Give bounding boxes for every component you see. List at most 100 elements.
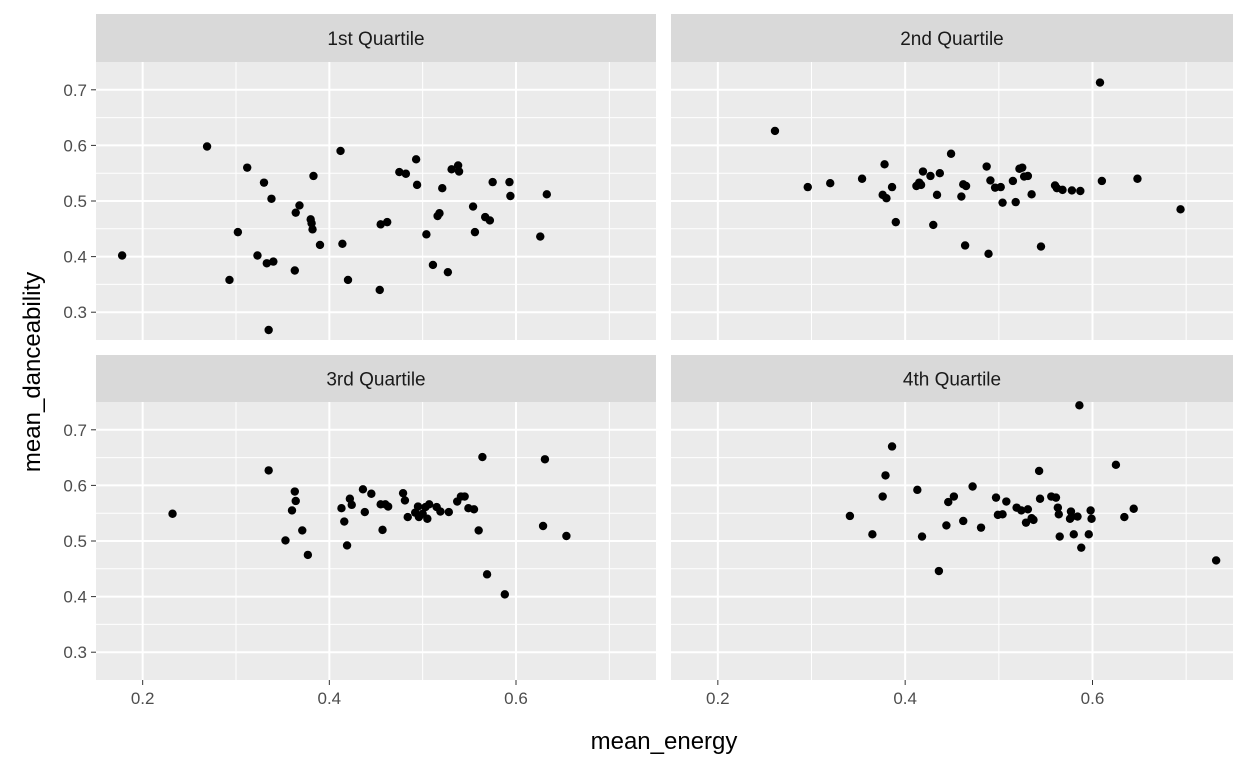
data-point bbox=[340, 517, 349, 526]
y-tick-label: 0.5 bbox=[63, 532, 87, 551]
data-point bbox=[403, 512, 412, 522]
x-axis-title: mean_energy bbox=[591, 728, 738, 755]
data-point bbox=[264, 325, 273, 335]
data-point bbox=[536, 232, 545, 241]
facet-panel: 1st Quartile bbox=[96, 14, 656, 340]
data-point bbox=[959, 516, 968, 526]
data-point bbox=[309, 171, 318, 181]
data-point bbox=[1051, 493, 1061, 502]
data-point bbox=[1067, 186, 1077, 195]
x-tick-label: 0.6 bbox=[1081, 689, 1105, 708]
data-point bbox=[1120, 512, 1129, 522]
data-point bbox=[917, 532, 927, 541]
data-point bbox=[1087, 514, 1096, 523]
y-tick-label: 0.7 bbox=[63, 81, 87, 100]
data-point bbox=[303, 550, 313, 560]
data-point bbox=[253, 251, 262, 260]
data-point bbox=[470, 227, 480, 237]
data-point bbox=[1129, 504, 1138, 513]
data-point bbox=[1084, 530, 1093, 539]
facet-strip-title: 4th Quartile bbox=[903, 370, 1001, 391]
data-point bbox=[269, 257, 278, 266]
data-point bbox=[935, 169, 945, 178]
data-point bbox=[878, 492, 887, 501]
data-point bbox=[412, 180, 422, 190]
data-point bbox=[1077, 543, 1086, 552]
data-point bbox=[887, 182, 897, 192]
x-tick-label: 0.4 bbox=[893, 689, 917, 708]
data-point bbox=[290, 266, 299, 275]
data-point bbox=[262, 259, 271, 268]
data-point bbox=[337, 503, 346, 513]
data-point bbox=[460, 492, 469, 501]
data-point bbox=[929, 220, 938, 230]
data-point bbox=[1176, 205, 1185, 214]
facet-strip bbox=[96, 14, 656, 62]
data-point bbox=[500, 590, 509, 599]
y-tick-label: 0.4 bbox=[63, 248, 87, 267]
data-point bbox=[1023, 505, 1033, 514]
data-point bbox=[291, 496, 300, 506]
data-point bbox=[1055, 532, 1064, 541]
data-point bbox=[1086, 506, 1095, 515]
data-point bbox=[984, 249, 993, 259]
data-point bbox=[383, 217, 392, 227]
data-point bbox=[347, 500, 356, 510]
data-point bbox=[447, 165, 456, 174]
data-point bbox=[880, 160, 889, 169]
data-point bbox=[949, 492, 959, 501]
data-point bbox=[538, 521, 548, 531]
facet-strip bbox=[671, 355, 1233, 402]
x-tick-label: 0.4 bbox=[318, 689, 342, 708]
data-point bbox=[287, 506, 297, 515]
data-point bbox=[1036, 242, 1046, 251]
data-point bbox=[1035, 494, 1045, 503]
data-point bbox=[378, 525, 387, 535]
data-point bbox=[202, 142, 212, 151]
data-point bbox=[428, 260, 438, 270]
facet-panel: 3rd Quartile bbox=[96, 355, 656, 680]
data-point bbox=[991, 493, 1001, 502]
data-point bbox=[803, 182, 812, 192]
data-point bbox=[1133, 174, 1142, 183]
data-point bbox=[505, 177, 514, 187]
data-point bbox=[444, 507, 453, 517]
data-point bbox=[1011, 197, 1020, 207]
data-point bbox=[425, 500, 434, 509]
data-point bbox=[845, 511, 855, 521]
data-point bbox=[488, 177, 497, 187]
data-point bbox=[1058, 185, 1067, 195]
data-point bbox=[438, 184, 447, 193]
data-point bbox=[960, 241, 970, 250]
facet-strip bbox=[96, 355, 656, 402]
data-point bbox=[891, 217, 900, 227]
y-axis-title: mean_danceability bbox=[19, 272, 46, 472]
data-point bbox=[868, 530, 877, 539]
data-point bbox=[996, 182, 1005, 192]
data-point bbox=[281, 536, 290, 545]
data-point bbox=[338, 239, 347, 249]
data-point bbox=[376, 220, 385, 229]
data-point bbox=[1211, 556, 1221, 565]
data-point bbox=[259, 178, 269, 187]
axes: 0.3 0.4 0.5 0.6 0.7 0.3 0.4 0.5 0.6 0.7 0.2 0.4 0.6 0… bbox=[63, 81, 1104, 708]
data-point bbox=[926, 171, 935, 181]
data-point bbox=[1075, 401, 1084, 410]
data-point bbox=[998, 510, 1007, 519]
data-point bbox=[422, 230, 431, 239]
facet-panel: 4th Quartile bbox=[671, 355, 1233, 680]
data-point bbox=[1034, 466, 1044, 476]
data-point bbox=[1076, 186, 1085, 196]
x-tick-label: 0.2 bbox=[706, 689, 730, 708]
data-point bbox=[1018, 163, 1027, 172]
data-point bbox=[1054, 510, 1063, 519]
data-point bbox=[826, 179, 835, 188]
data-point bbox=[562, 531, 571, 541]
data-point bbox=[400, 496, 410, 505]
facet-strip-title: 1st Quartile bbox=[327, 29, 424, 50]
data-point bbox=[298, 526, 307, 535]
y-tick-label: 0.5 bbox=[63, 192, 87, 211]
data-point bbox=[469, 505, 479, 514]
data-point bbox=[946, 149, 956, 158]
